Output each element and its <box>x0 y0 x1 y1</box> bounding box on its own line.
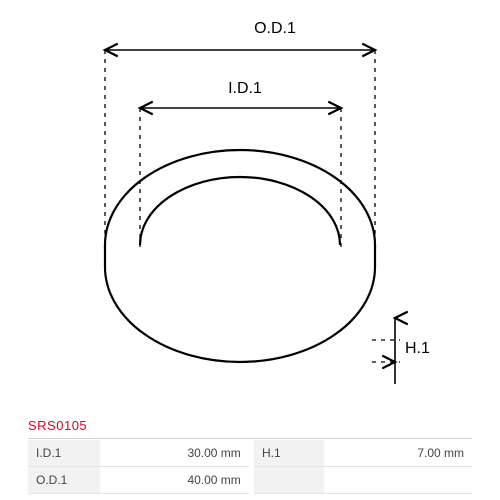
separator-line <box>28 438 472 439</box>
spec-key: O.D.1 <box>28 467 100 494</box>
height-label: H.1 <box>405 340 430 358</box>
spec-key: H.1 <box>254 440 324 467</box>
table-row: I.D.1 30.00 mm H.1 7.00 mm <box>28 440 472 467</box>
table-row: O.D.1 40.00 mm <box>28 467 472 494</box>
spec-key <box>254 467 324 494</box>
outer-diameter-label: O.D.1 <box>254 20 296 38</box>
spec-key: I.D.1 <box>28 440 100 467</box>
spec-table: I.D.1 30.00 mm H.1 7.00 mm O.D.1 40.00 m… <box>28 440 472 494</box>
inner-diameter-label: I.D.1 <box>228 80 262 98</box>
figure-container: O.D.1 I.D.1 H.1 SRS0105 I.D.1 30.00 mm H… <box>0 0 500 500</box>
spec-value: 40.00 mm <box>100 467 249 494</box>
spec-value <box>324 467 472 494</box>
spec-value: 30.00 mm <box>100 440 249 467</box>
part-number: SRS0105 <box>28 418 87 433</box>
spec-value: 7.00 mm <box>324 440 472 467</box>
